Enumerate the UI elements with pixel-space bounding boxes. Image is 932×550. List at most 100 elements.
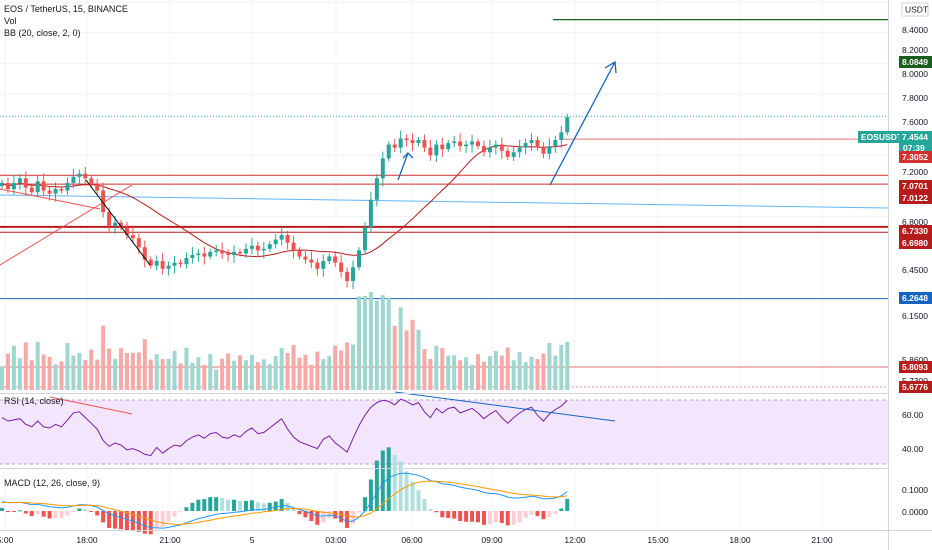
macd-histogram-bar: [464, 511, 469, 522]
macd-histogram-bar: [220, 497, 225, 511]
volume-bar: [178, 363, 183, 390]
macd-histogram-bar: [285, 502, 290, 511]
macd-histogram-bar: [392, 454, 397, 511]
volume-bar: [380, 295, 385, 390]
macd-histogram-bar: [535, 511, 540, 517]
macd-histogram-bar: [11, 511, 16, 512]
candle-body: [297, 250, 302, 257]
time-axis[interactable]: 5:00 18:00 21:00 5 03:00 06:00 09:00 12:00 15:00…: [0, 535, 833, 545]
volume-bar: [523, 362, 528, 390]
macd-legend[interactable]: MACD (12, 26, close, 9): [4, 478, 100, 488]
macd-histogram-bar: [29, 511, 34, 517]
macd-histogram-bar: [380, 450, 385, 511]
macd-histogram-bar: [362, 497, 367, 511]
symbol-title[interactable]: EOS / TetherUS, 15, BINANCE: [4, 4, 128, 14]
rsi-legend[interactable]: RSI (14, close): [4, 396, 64, 406]
currency-box[interactable]: [901, 2, 929, 17]
macd-histogram-bar: [470, 511, 475, 522]
macd-histogram-bar: [226, 499, 231, 511]
candle-body: [476, 141, 480, 147]
volume-bar: [398, 307, 403, 390]
volume-bar: [17, 358, 22, 390]
volume-bar: [541, 353, 546, 390]
bb-legend[interactable]: BB (20, close, 2, 0): [4, 28, 81, 38]
macd-histogram-bar: [113, 511, 118, 529]
volume-bar: [368, 292, 373, 390]
volume-bar: [559, 345, 564, 390]
macd-histogram-bar: [476, 511, 480, 523]
drawings[interactable]: [0, 60, 617, 266]
macd-histogram-bar: [119, 511, 123, 530]
macd-histogram-bar: [190, 502, 195, 511]
volume-bar: [499, 355, 504, 390]
candle-body: [273, 239, 278, 245]
candle-body: [535, 139, 540, 148]
candle-body: [119, 222, 123, 228]
candle-body: [220, 250, 225, 254]
macd-histogram-bar: [178, 511, 183, 513]
macd-histogram-bar: [404, 471, 409, 511]
macd-histogram-bar: [523, 511, 528, 518]
macd-histogram-bar: [452, 511, 457, 519]
macd-histogram-bar: [172, 511, 177, 517]
trend-line-drawing: [85, 179, 151, 266]
volume-bar: [65, 343, 70, 390]
volume-bar: [333, 345, 338, 390]
price-badge: [899, 381, 932, 393]
price-badge-value: 8.0849: [902, 57, 928, 67]
price-badge-value: 6.7330: [902, 226, 928, 236]
time-label: 18:00: [729, 535, 751, 545]
candle-body: [0, 182, 4, 186]
rsi-trendlines[interactable]: [49, 391, 616, 422]
macd-histogram-bar: [261, 503, 266, 511]
time-label: 21:00: [811, 535, 833, 545]
volume-bar: [339, 350, 344, 390]
candle-body: [5, 182, 10, 190]
candle-body: [362, 227, 367, 251]
time-label: 15:00: [647, 535, 669, 545]
candle-body: [47, 190, 52, 194]
macd-histogram-bar: [23, 511, 28, 514]
volume-bar: [386, 297, 391, 390]
macd-histogram-bar: [529, 511, 534, 515]
volume-bar: [505, 347, 510, 390]
volume-bar: [184, 347, 189, 390]
candle-body: [446, 143, 451, 150]
candle-body: [196, 253, 201, 255]
candle-body: [422, 139, 427, 148]
candle-body: [148, 259, 153, 266]
volume-bar: [243, 360, 248, 390]
volume-bar: [107, 348, 112, 390]
volume-bar: [285, 353, 290, 390]
volume-bar: [11, 345, 16, 390]
candle-body: [392, 144, 397, 148]
candle-body: [255, 245, 260, 251]
volume-bar: [208, 354, 213, 390]
candle-body: [434, 144, 439, 156]
volume-bar: [226, 353, 231, 390]
volume-bar: [41, 354, 46, 390]
macd-histogram-bar: [416, 490, 421, 511]
volume-bar: [553, 355, 558, 390]
volume-legend[interactable]: Vol: [4, 16, 17, 26]
candle-body: [41, 181, 46, 191]
horizontal-levels[interactable]: [0, 19, 889, 388]
candle-body: [452, 141, 457, 144]
candle-body: [71, 176, 76, 183]
time-label: 12:00: [564, 535, 586, 545]
price-badge-value: 7.3052: [902, 152, 928, 162]
price-axis[interactable]: [889, 0, 932, 530]
candle-body: [523, 143, 528, 148]
rsi-band: [0, 400, 888, 464]
candle-body: [470, 141, 475, 145]
macd-histogram-bar: [505, 511, 510, 526]
volume-bar: [119, 348, 123, 390]
volume-bar: [101, 325, 106, 390]
price-badge: [899, 56, 932, 68]
volume-bar: [404, 330, 409, 390]
candle-body: [339, 262, 344, 272]
volume-bar: [481, 361, 486, 390]
price-badge: [899, 361, 932, 373]
price-tick-label: 7.6000: [902, 117, 928, 127]
